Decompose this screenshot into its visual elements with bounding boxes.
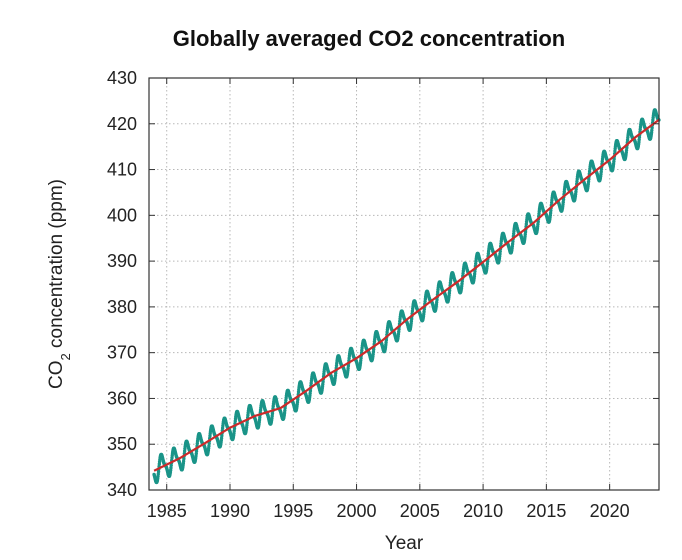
monthly-mean-point (498, 252, 502, 256)
monthly-mean-point (333, 373, 338, 378)
monthly-mean-point (447, 288, 452, 293)
y-tick-label: 360 (107, 388, 137, 408)
y-tick-label: 340 (107, 480, 137, 500)
monthly-mean-point (485, 262, 490, 266)
monthly-mean-point (296, 397, 300, 402)
monthly-mean-point (650, 128, 654, 132)
monthly-mean-point (523, 230, 528, 234)
monthly-mean-point (434, 300, 439, 304)
monthly-mean-point (498, 249, 502, 254)
monthly-mean-point (207, 441, 211, 446)
y-axis-label-suffix: concentration (ppm) (46, 179, 67, 353)
monthly-mean-point (194, 451, 198, 456)
monthly-mean-point (422, 307, 426, 311)
monthly-mean-point (510, 242, 515, 246)
x-tick-label: 2000 (337, 501, 377, 521)
monthly-mean-point (574, 190, 578, 194)
x-axis-label: Year (385, 533, 424, 554)
monthly-mean-point (473, 269, 477, 274)
monthly-mean-point (182, 457, 186, 461)
monthly-mean-point (511, 239, 515, 244)
monthly-mean-point (245, 420, 249, 425)
monthly-mean-point (283, 406, 287, 410)
monthly-mean-point (561, 200, 565, 204)
x-tick-label: 2005 (400, 501, 440, 521)
y-axis-label-subscript: 2 (58, 353, 73, 360)
monthly-mean-point (346, 366, 350, 371)
x-tick-label: 2015 (526, 501, 566, 521)
y-tick-label: 370 (107, 343, 137, 363)
monthly-mean-point (599, 167, 604, 171)
monthly-mean-point (207, 444, 211, 448)
monthly-mean-point (371, 350, 376, 354)
grid (149, 77, 659, 491)
monthly-mean-point (409, 317, 414, 321)
axis-ticks: 1985 1990 1995 2000 2005 2010 2015 2020 340 350 36… (107, 68, 659, 521)
monthly-mean-point (460, 282, 464, 286)
monthly-mean-point (295, 400, 300, 404)
monthly-mean-point (169, 463, 173, 468)
monthly-mean-point (334, 371, 338, 375)
monthly-mean-point (156, 469, 161, 474)
x-tick-label: 1990 (210, 501, 250, 521)
y-tick-label: 380 (107, 297, 137, 317)
monthly-mean-point (586, 179, 591, 184)
monthly-mean-point (637, 135, 642, 139)
monthly-mean-point (308, 391, 312, 396)
y-tick-label: 390 (107, 251, 137, 271)
monthly-mean-point (587, 177, 591, 181)
monthly-mean-point (308, 389, 313, 393)
plot-area (152, 108, 661, 485)
monthly-mean-point (548, 211, 553, 215)
y-tick-label: 410 (107, 160, 137, 180)
monthly-mean-point (485, 259, 490, 264)
monthly-mean-point (460, 279, 464, 283)
y-tick-label: 350 (107, 434, 137, 454)
monthly-mean-point (371, 347, 376, 352)
monthly-mean-point (472, 272, 477, 276)
monthly-mean-point (359, 356, 363, 360)
x-tick-label: 1985 (147, 501, 187, 521)
monthly-mean-point (397, 330, 401, 334)
monthly-mean-point (612, 159, 616, 164)
monthly-mean-point (422, 310, 426, 314)
x-tick-label: 2020 (590, 501, 630, 521)
monthly-mean-point (409, 319, 414, 324)
monthly-mean-point (346, 364, 351, 368)
y-tick-label: 420 (107, 114, 137, 134)
monthly-mean-point (181, 459, 186, 463)
monthly-mean-point (447, 291, 452, 295)
y-tick-label: 430 (107, 68, 137, 88)
plot-frame (148, 77, 660, 491)
monthly-mean-point (536, 222, 540, 226)
monthly-mean-point (435, 298, 439, 302)
monthly-mean-point (637, 137, 641, 142)
monthly-mean-point (232, 426, 237, 431)
monthly-mean-point (258, 415, 262, 420)
trend-line (153, 118, 660, 472)
monthly-mean-point (624, 148, 629, 152)
monthly-mean-point (219, 436, 224, 440)
y-tick-label: 400 (107, 205, 137, 225)
monthly-mean-point (321, 382, 325, 386)
x-tick-label: 2010 (463, 501, 503, 521)
y-axis-label: CO2 concentration (ppm) (46, 179, 73, 389)
monthly-mean-point (384, 340, 388, 345)
monthly-mean-point (561, 197, 566, 202)
monthly-mean-point (537, 212, 541, 216)
monthly-mean-point (270, 411, 275, 416)
monthly-mean-point (574, 187, 578, 191)
monthly-mean-point (359, 358, 363, 363)
chart-title: Globally averaged CO2 concentration (173, 26, 565, 51)
x-tick-label: 1995 (273, 501, 313, 521)
monthly-mean-point (194, 449, 199, 453)
monthly-mean-point (599, 170, 603, 174)
monthly-mean-point (650, 126, 654, 130)
monthly-mean-point (220, 434, 224, 438)
y-axis-label-prefix: CO (46, 360, 67, 389)
monthly-mean-point (523, 232, 527, 237)
monthly-mean-point (321, 380, 325, 384)
monthly-mean-point (283, 408, 287, 413)
